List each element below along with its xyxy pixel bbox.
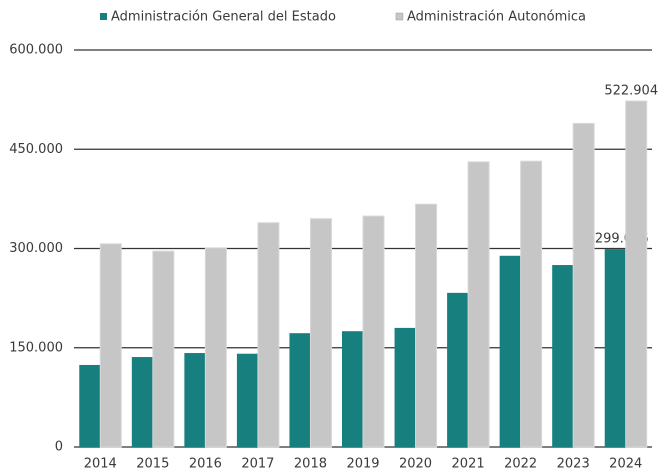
bar	[309, 218, 332, 448]
bar	[552, 265, 574, 447]
bar	[184, 353, 206, 447]
y-tick-label: 300.000	[9, 241, 63, 256]
y-tick-label: 600.000	[9, 43, 63, 58]
legend-label: Administración Autonómica	[407, 10, 586, 25]
legend-label: Administración General del Estado	[111, 10, 336, 25]
bar	[394, 327, 416, 447]
bar	[467, 161, 490, 448]
bar	[204, 247, 227, 448]
bar	[257, 222, 280, 448]
bar	[289, 333, 311, 447]
bar	[79, 364, 101, 447]
x-tick-label: 2023	[557, 457, 590, 472]
bar	[447, 292, 469, 447]
bar	[604, 249, 626, 447]
legend-swatch	[395, 12, 404, 21]
x-tick-label: 2014	[84, 457, 117, 472]
y-tick-label: 450.000	[9, 142, 63, 157]
x-tick-label: 2015	[136, 457, 169, 472]
bar	[99, 243, 122, 448]
x-tick-label: 2022	[504, 457, 537, 472]
legend-swatch	[100, 13, 107, 20]
x-tick-label: 2016	[189, 457, 222, 472]
x-tick-label: 2018	[294, 457, 327, 472]
x-tick-label: 2019	[346, 457, 379, 472]
bar	[152, 250, 175, 448]
x-tick-label: 2017	[241, 457, 274, 472]
bar	[131, 357, 153, 447]
bar	[520, 160, 543, 448]
bar	[499, 255, 521, 447]
x-tick-label: 2024	[609, 457, 642, 472]
bar	[362, 215, 385, 448]
bar	[236, 353, 258, 447]
bar	[342, 331, 363, 447]
y-tick-label: 150.000	[9, 340, 63, 355]
bar	[625, 100, 648, 448]
data-label: 522.904	[604, 84, 658, 99]
x-tick-label: 2021	[452, 457, 485, 472]
y-tick-label: 0	[55, 440, 63, 455]
x-tick-label: 2020	[399, 457, 432, 472]
bar	[415, 203, 438, 448]
bar	[572, 122, 595, 448]
